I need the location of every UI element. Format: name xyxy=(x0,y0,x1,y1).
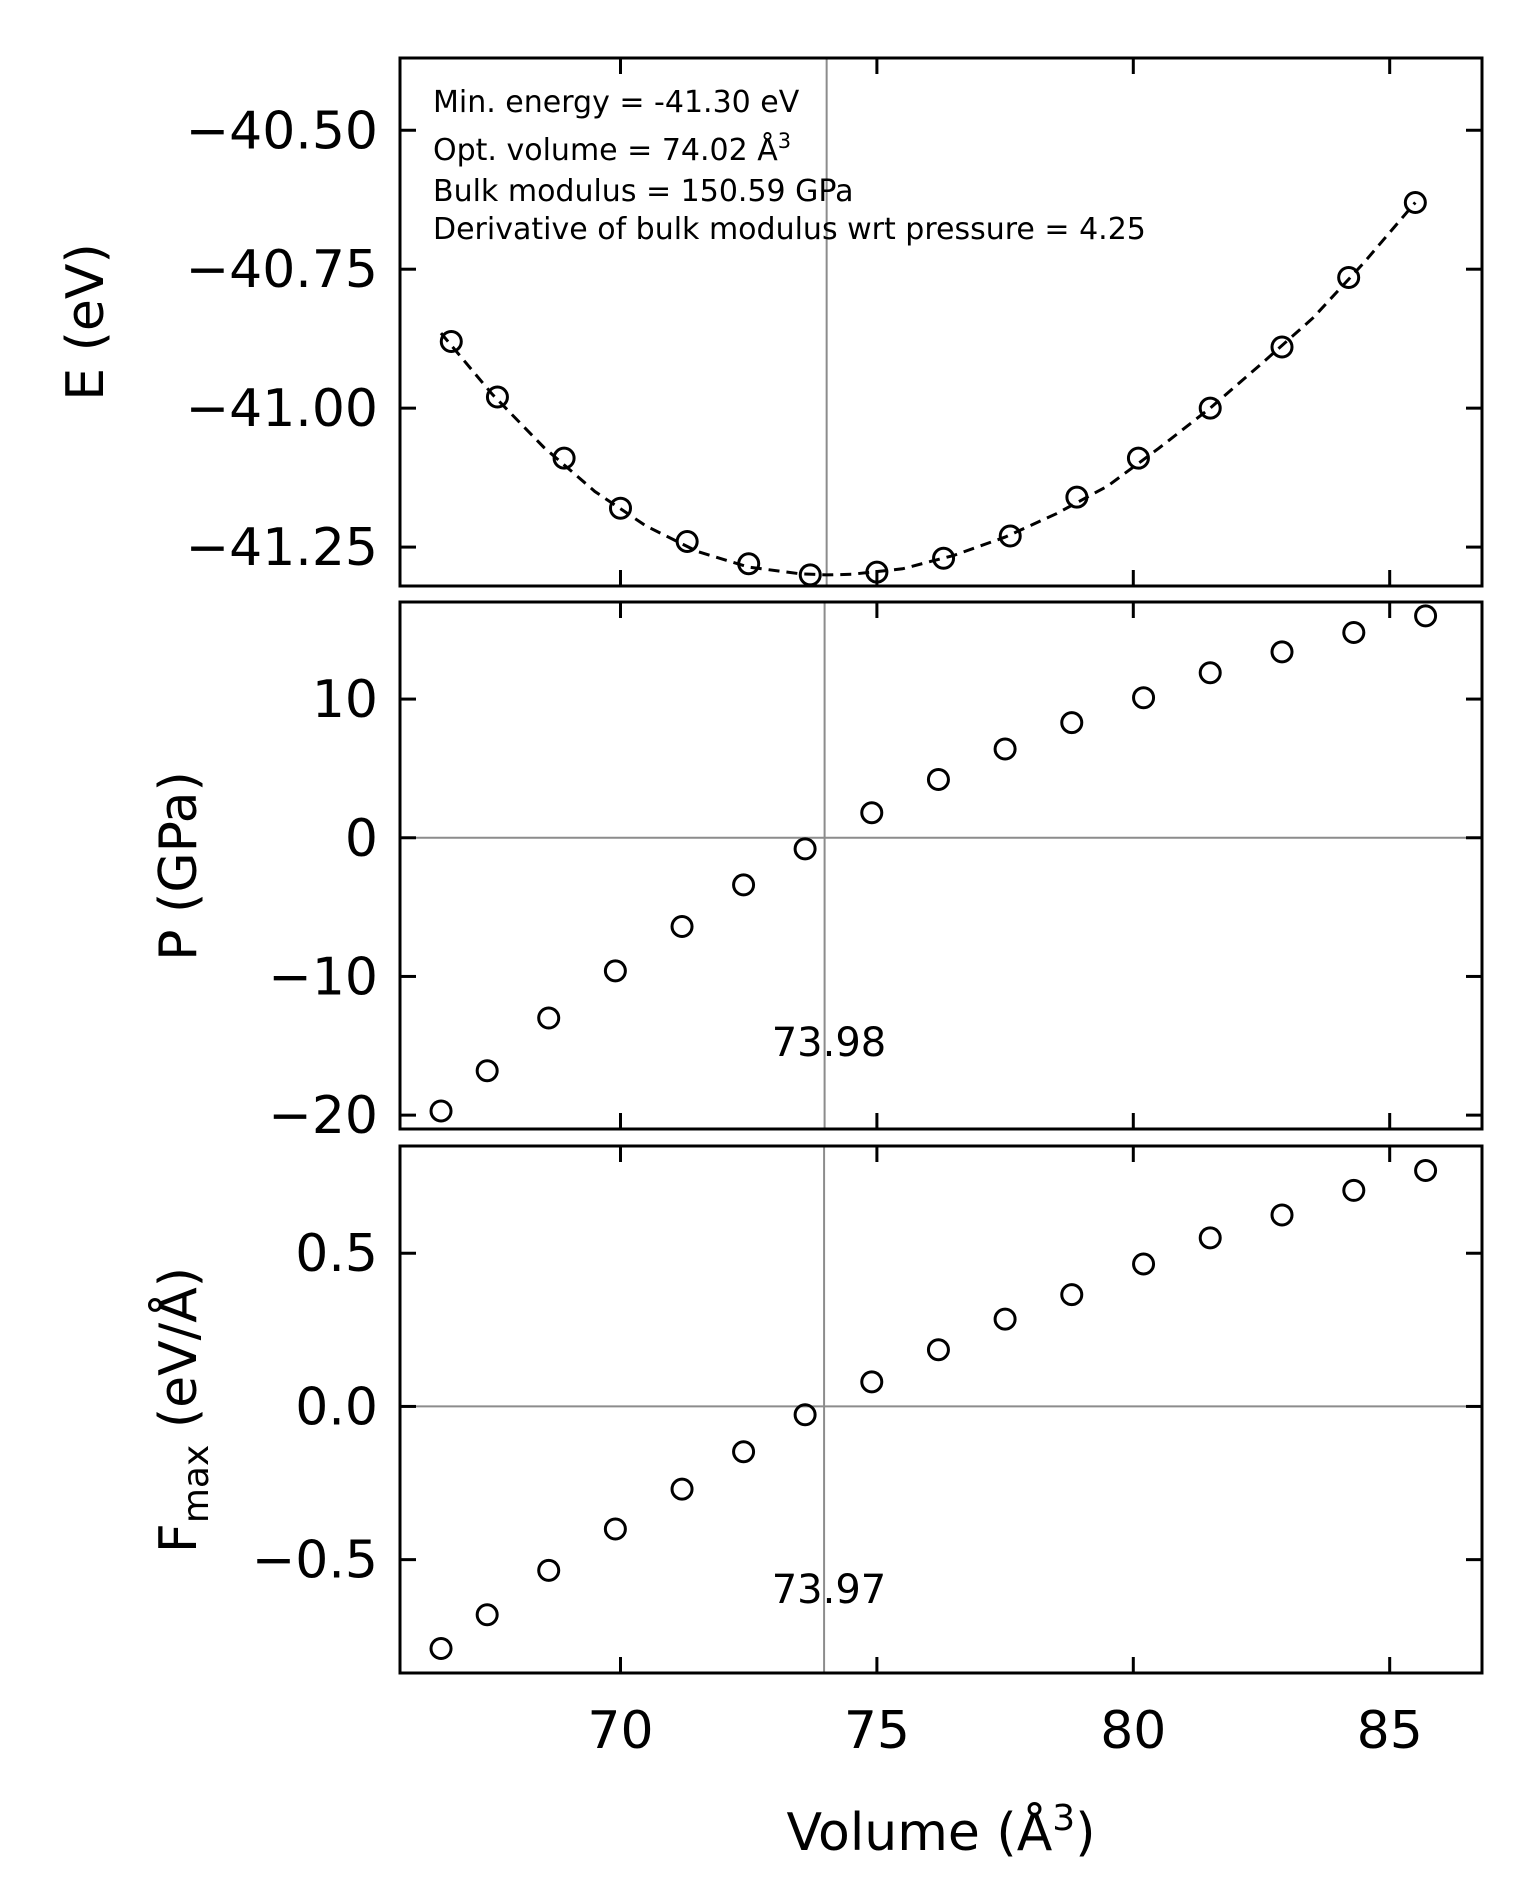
force-data-point xyxy=(603,1517,627,1541)
force-data-point xyxy=(537,1558,561,1582)
x-tick-label: 85 xyxy=(1357,1701,1423,1761)
pressure-panel: 10 0 −10 −20 73.98 P (GPa) xyxy=(149,600,1484,1146)
force-y-axis-label-unit: (eV/Å) xyxy=(147,1267,209,1445)
force-y-tick-label: −0.5 xyxy=(252,1531,378,1591)
pressure-data-point xyxy=(603,959,627,983)
pressure-y-tick-label: −20 xyxy=(268,1086,378,1146)
pressure-data-point xyxy=(1342,621,1366,645)
energy-data-point xyxy=(1270,335,1294,359)
energy-data-point xyxy=(552,446,576,470)
energy-data-point xyxy=(485,385,509,409)
energy-y-tick-label: −40.50 xyxy=(186,101,378,161)
energy-data-point xyxy=(737,552,761,576)
pressure-data-point xyxy=(793,837,817,861)
force-data-point xyxy=(670,1477,694,1501)
pressure-data-point xyxy=(1198,661,1222,685)
volume-x-axis-label-close: ) xyxy=(1075,1803,1095,1863)
volume-x-axis-label-superscript: 3 xyxy=(1052,1798,1075,1839)
pressure-data-point xyxy=(1132,686,1156,710)
force-data-point xyxy=(1414,1159,1438,1183)
pressure-data-point xyxy=(670,915,694,939)
pressure-data-point xyxy=(732,873,756,897)
pressure-y-tick-label: 0 xyxy=(345,809,378,869)
pressure-panel-frame xyxy=(398,600,1484,1131)
annotation-opt-volume: Opt. volume = 74.02 Å3 xyxy=(433,129,791,168)
pressure-data-point xyxy=(860,801,884,825)
force-y-tick-label: 0.5 xyxy=(295,1224,378,1284)
pressure-data-point xyxy=(1414,604,1438,628)
annotation-bulk-modulus: Bulk modulus = 150.59 GPa xyxy=(433,174,854,209)
volume-x-axis-label: Volume (Å3) xyxy=(787,1798,1096,1863)
pressure-data-point xyxy=(1270,640,1294,664)
pressure-zero-crossing-label: 73.98 xyxy=(772,1020,887,1066)
force-data-point xyxy=(429,1636,453,1660)
annotation-opt-volume-superscript: 3 xyxy=(778,129,791,153)
energy-data-point xyxy=(1337,266,1361,290)
pressure-data-point xyxy=(1060,711,1084,735)
force-data-point xyxy=(732,1440,756,1464)
force-data-point xyxy=(926,1338,950,1362)
energy-data-point xyxy=(998,524,1022,548)
force-panel-frame xyxy=(398,1144,1484,1675)
pressure-y-axis-label: P (GPa) xyxy=(149,771,209,961)
energy-data-point xyxy=(1065,485,1089,509)
force-data-point xyxy=(1270,1203,1294,1227)
force-data-point xyxy=(1132,1252,1156,1276)
force-data-point xyxy=(1342,1178,1366,1202)
energy-data-point xyxy=(932,546,956,570)
force-data-point xyxy=(475,1603,499,1627)
energy-data-point xyxy=(1403,191,1427,215)
force-zero-crossing-label: 73.97 xyxy=(772,1567,887,1613)
energy-data-point xyxy=(1126,446,1150,470)
energy-data-point xyxy=(675,530,699,554)
annotation-bulk-modulus-derivative: Derivative of bulk modulus wrt pressure … xyxy=(433,212,1146,247)
energy-panel: −40.50 −40.75 −41.00 −41.25 Min. energy = -… xyxy=(56,56,1484,588)
x-tick-label: 70 xyxy=(587,1701,653,1761)
energy-y-tick-label: −41.00 xyxy=(186,379,378,439)
energy-data-point xyxy=(1198,396,1222,420)
x-tick-label: 75 xyxy=(844,1701,910,1761)
annotation-min-energy: Min. energy = -41.30 eV xyxy=(433,85,800,120)
volume-x-axis: 70 75 80 85 xyxy=(587,1701,1422,1761)
pressure-y-tick-label: −10 xyxy=(268,947,378,1007)
force-data-point xyxy=(1198,1226,1222,1250)
energy-y-axis-label: E (eV) xyxy=(56,243,116,401)
energy-y-tick-label: −41.25 xyxy=(186,518,378,578)
force-y-axis-label: Fmax (eV/Å) xyxy=(147,1267,217,1553)
pressure-data-point xyxy=(993,737,1017,761)
pressure-data-point xyxy=(475,1059,499,1083)
energy-y-tick-label: −40.75 xyxy=(186,240,378,300)
pressure-data-point xyxy=(537,1006,561,1030)
force-y-tick-label: 0.0 xyxy=(295,1377,378,1437)
x-tick-label: 80 xyxy=(1100,1701,1166,1761)
energy-fit-curve xyxy=(439,201,1417,577)
energy-data-point xyxy=(439,329,463,353)
force-data-point xyxy=(860,1370,884,1394)
pressure-data-point xyxy=(926,768,950,792)
force-panel: 0.5 0.0 −0.5 73.97 Fmax (eV/Å) xyxy=(147,1144,1484,1675)
energy-data-point xyxy=(609,496,633,520)
force-data-point xyxy=(793,1403,817,1427)
pressure-y-tick-label: 10 xyxy=(312,670,378,730)
force-data-point xyxy=(1060,1283,1084,1307)
pressure-data-point xyxy=(429,1099,453,1123)
force-y-axis-label-subscript: max xyxy=(176,1445,217,1523)
force-data-point xyxy=(993,1307,1017,1331)
energy-panel-frame xyxy=(398,56,1484,588)
